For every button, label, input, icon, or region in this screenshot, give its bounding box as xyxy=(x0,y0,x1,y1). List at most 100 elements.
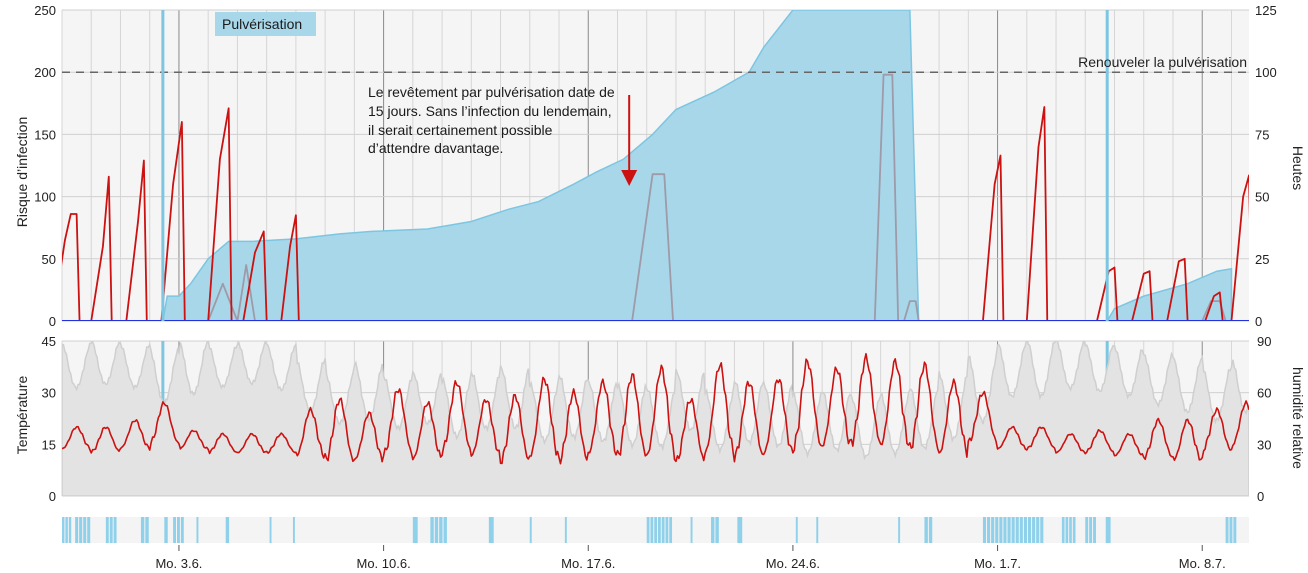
right-tick-top: 125 xyxy=(1255,3,1277,18)
wetness-bar xyxy=(1061,517,1065,543)
right-axis-label-top: Heutes xyxy=(1290,146,1306,190)
wetness-bar xyxy=(62,517,65,543)
wetness-bar xyxy=(180,517,184,543)
wetness-bar xyxy=(1233,517,1237,543)
wetness-bar xyxy=(669,517,673,543)
annotation-line-2: 15 jours. Sans l’infection du lendemain, xyxy=(368,103,612,119)
wetness-bar xyxy=(999,517,1003,543)
wetness-bar xyxy=(995,517,999,543)
wetness-bar xyxy=(1040,517,1044,543)
wetness-bar xyxy=(113,517,117,543)
wetness-bar xyxy=(529,517,532,543)
wetness-bar xyxy=(68,517,72,543)
x-tick-label: Mo. 24.6. xyxy=(766,556,820,571)
wetness-bar xyxy=(816,517,819,543)
wetness-bar xyxy=(1069,517,1072,543)
wetness-bar xyxy=(164,517,168,543)
wetness-bar xyxy=(1065,517,1069,543)
wetness-bar xyxy=(145,517,149,543)
wetness-bar xyxy=(658,517,661,543)
wetness-bar xyxy=(140,517,145,543)
wetness-bar xyxy=(225,517,230,543)
humidity-area xyxy=(62,341,1249,496)
leaf-wetness-strip xyxy=(62,517,1249,543)
wetness-bar xyxy=(109,517,113,543)
plot-area xyxy=(62,10,1249,321)
wetness-bar xyxy=(65,517,68,543)
wetness-bar xyxy=(690,517,693,543)
wetness-bar xyxy=(83,517,87,543)
wetness-bar xyxy=(646,517,650,543)
wetness-bar xyxy=(650,517,654,543)
temperature-line xyxy=(62,352,1249,465)
wetness-bar xyxy=(795,517,798,543)
wetness-bar xyxy=(269,517,272,543)
weather-plot-area xyxy=(62,341,1249,496)
wetness-bar xyxy=(105,517,109,543)
left-tick-bottom: 0 xyxy=(49,489,56,504)
infection-risk-panel: 0 50 100 150 200 250 0 25 50 75 100 125 xyxy=(34,3,1276,329)
annotation-arrowhead xyxy=(621,170,638,186)
x-tick-label: Mo. 10.6. xyxy=(356,556,410,571)
risk-series-1 xyxy=(207,73,1227,321)
wetness-bar xyxy=(898,517,901,543)
left-tick-bottom: 15 xyxy=(42,437,56,452)
x-tick-label: Mo. 8.7. xyxy=(1179,556,1226,571)
wetness-bar xyxy=(434,517,439,543)
wetness-bar xyxy=(196,517,199,543)
right-tick-bottom: 90 xyxy=(1257,334,1271,349)
wetness-bar xyxy=(564,517,567,543)
right-tick-top: 100 xyxy=(1255,65,1277,80)
wetness-bar xyxy=(1015,517,1019,543)
wetness-bar xyxy=(982,517,987,543)
left-tick-top: 100 xyxy=(34,190,56,205)
wetness-bar xyxy=(79,517,83,543)
spray-label: Pulvérisation xyxy=(222,16,302,32)
wetness-bar xyxy=(665,517,669,543)
right-tick-top: 75 xyxy=(1255,127,1269,142)
wetness-bar xyxy=(1003,517,1007,543)
wetness-bar xyxy=(488,517,494,543)
wetness-bar xyxy=(654,517,658,543)
weather-panel: 0 15 30 45 0 30 60 90 xyxy=(42,334,1272,504)
wetness-bar xyxy=(1225,517,1229,543)
date-axis: Mo. 3.6. Mo. 10.6. Mo. 17.6. Mo. 24.6. Mo. 1… xyxy=(155,545,1226,571)
x-tick-label: Mo. 17.6. xyxy=(561,556,615,571)
wetness-bar xyxy=(443,517,447,543)
wetness-bar xyxy=(292,517,295,543)
left-axis-label-bottom: Température xyxy=(14,375,30,454)
wetness-bar xyxy=(924,517,928,543)
right-tick-top: 50 xyxy=(1255,190,1269,205)
annotation-line-4: d’attendre davantage. xyxy=(368,140,503,156)
wetness-bar xyxy=(928,517,933,543)
wetness-bar xyxy=(711,517,715,543)
threshold-label: Renouveler la pulvérisation xyxy=(1078,54,1247,70)
right-tick-top: 0 xyxy=(1255,314,1262,329)
wetness-bar xyxy=(715,517,719,543)
wetness-bar xyxy=(1007,517,1011,543)
wetness-bar xyxy=(1023,517,1027,543)
wetness-bar xyxy=(991,517,995,543)
risk-series-2 xyxy=(62,106,1249,321)
wetness-bar xyxy=(75,517,79,543)
left-tick-bottom: 45 xyxy=(42,334,56,349)
left-tick-top: 250 xyxy=(34,3,56,18)
left-axis-label-top: Risque d’infection xyxy=(14,117,30,228)
right-tick-top: 25 xyxy=(1255,252,1269,267)
wetness-bar xyxy=(430,517,434,543)
wetness-bar xyxy=(1229,517,1233,543)
x-tick-label: Mo. 1.7. xyxy=(974,556,1021,571)
wetness-bar xyxy=(1105,517,1111,543)
wetness-bar xyxy=(737,517,743,543)
wetness-bar xyxy=(173,517,176,543)
left-tick-bottom: 30 xyxy=(42,386,56,401)
annotation-line-3: il serait certainement possible xyxy=(368,122,553,138)
wetness-bar xyxy=(1093,517,1096,543)
wetness-bar xyxy=(87,517,91,543)
right-tick-bottom: 0 xyxy=(1257,489,1264,504)
spray-label-box xyxy=(215,12,316,36)
right-tick-bottom: 60 xyxy=(1257,386,1271,401)
wetness-bar xyxy=(439,517,443,543)
right-axis-label-bottom: humidité relative xyxy=(1290,367,1306,469)
